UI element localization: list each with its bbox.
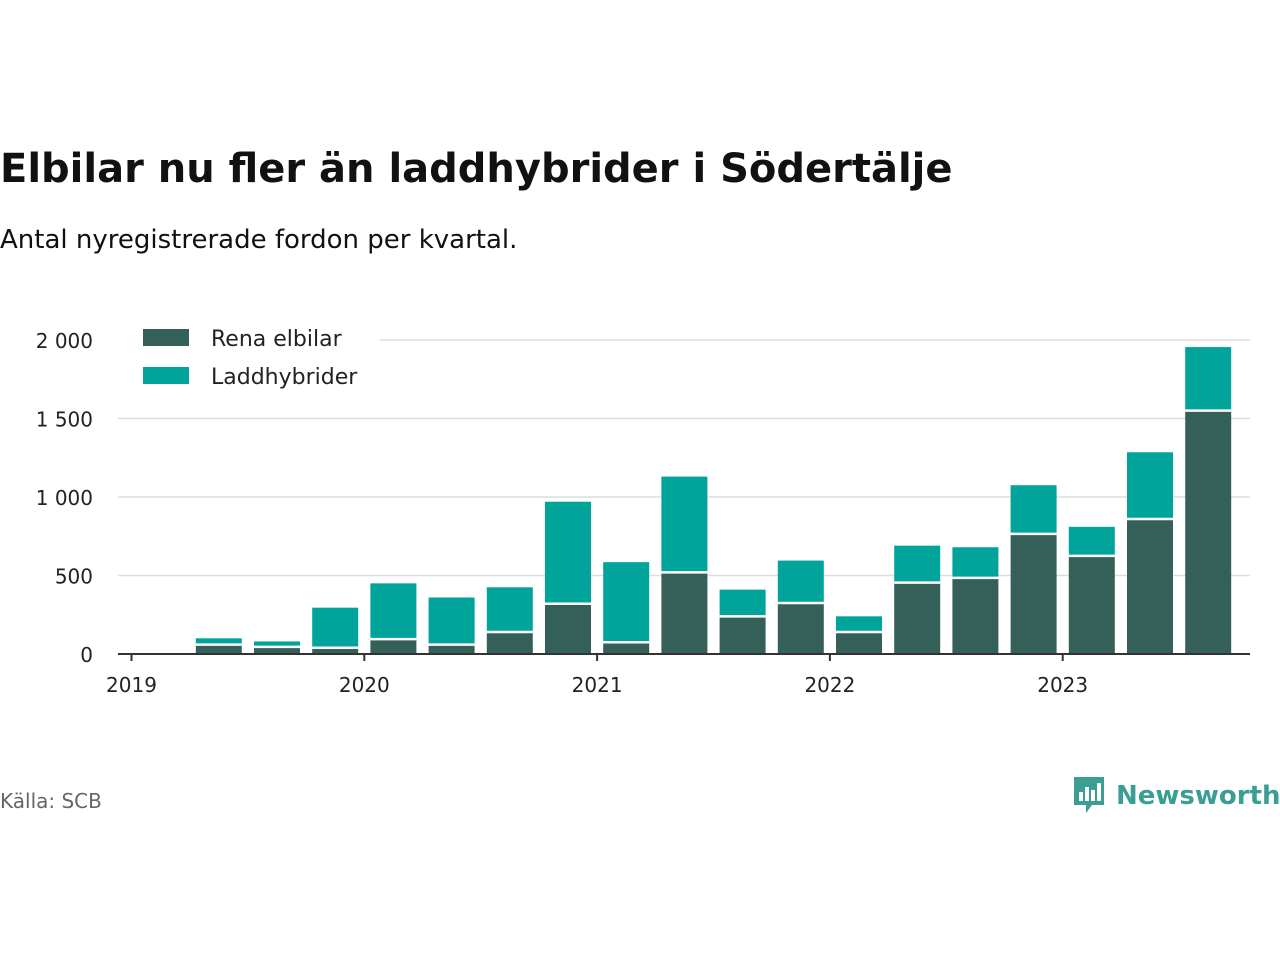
bar-chart-icon bbox=[1074, 777, 1104, 813]
bar-laddhybrider bbox=[545, 501, 591, 604]
bar-laddhybrider bbox=[1127, 452, 1173, 519]
bar-laddhybrider bbox=[777, 560, 824, 603]
x-tick-label: 2020 bbox=[339, 673, 390, 697]
stacked-bar-chart: 0 500 1 000 1 500 2 000 2019 2020 2021 2022 2023… bbox=[36, 327, 1250, 697]
legend-swatch-laddhybrider bbox=[143, 367, 189, 384]
bar-laddhybrider bbox=[312, 607, 359, 648]
y-tick-label: 500 bbox=[55, 565, 93, 589]
bar-rena-elbilar bbox=[719, 616, 766, 654]
bar-rena-elbilar bbox=[312, 647, 359, 654]
x-tick-label: 2021 bbox=[572, 673, 623, 697]
bar-rena-elbilar bbox=[894, 582, 941, 654]
bar-laddhybrider bbox=[1185, 347, 1232, 411]
bar-rena-elbilar bbox=[661, 572, 708, 654]
bar-rena-elbilar bbox=[1068, 555, 1115, 654]
x-axis: 2019 2020 2021 2022 2023 bbox=[106, 653, 1250, 697]
legend-swatch-rena-elbilar bbox=[143, 329, 189, 346]
legend: Rena elbilar Laddhybrider bbox=[143, 327, 358, 390]
y-tick-label: 0 bbox=[80, 643, 93, 667]
bar-rena-elbilar bbox=[195, 644, 242, 654]
brand-name: Newsworthy bbox=[1116, 781, 1280, 811]
y-tick-label: 1 500 bbox=[36, 408, 93, 432]
legend-label-rena-elbilar: Rena elbilar bbox=[211, 327, 343, 352]
bar-laddhybrider bbox=[719, 589, 766, 617]
source-note: Källa: SCB bbox=[0, 789, 102, 813]
bar-rena-elbilar bbox=[254, 646, 300, 654]
bars bbox=[195, 347, 1232, 654]
bar-rena-elbilar bbox=[486, 632, 533, 654]
bar-rena-elbilar bbox=[1010, 533, 1057, 654]
y-axis-labels: 0 500 1 000 1 500 2 000 bbox=[36, 329, 93, 667]
bar-laddhybrider bbox=[952, 547, 999, 578]
chart-title: Elbilar nu fler än laddhybrider i Södert… bbox=[0, 146, 953, 192]
bar-laddhybrider bbox=[254, 641, 300, 647]
x-tick-label: 2023 bbox=[1037, 673, 1088, 697]
bar-laddhybrider bbox=[370, 583, 417, 640]
bar-laddhybrider bbox=[836, 616, 882, 633]
bar-laddhybrider bbox=[428, 597, 475, 645]
chart-subtitle: Antal nyregistrerade fordon per kvartal. bbox=[0, 225, 518, 255]
newsworthy-logo[interactable]: Newsworthy bbox=[1072, 775, 1280, 817]
bar-rena-elbilar bbox=[777, 602, 824, 654]
bar-laddhybrider bbox=[1068, 526, 1115, 556]
bar-laddhybrider bbox=[603, 562, 650, 643]
bar-rena-elbilar bbox=[1127, 518, 1173, 654]
y-tick-label: 2 000 bbox=[36, 329, 93, 353]
bar-rena-elbilar bbox=[428, 644, 475, 654]
x-tick-label: 2019 bbox=[106, 673, 157, 697]
legend-label-laddhybrider: Laddhybrider bbox=[211, 365, 358, 390]
bar-rena-elbilar bbox=[603, 642, 650, 654]
x-tick-label: 2022 bbox=[804, 673, 855, 697]
bar-rena-elbilar bbox=[545, 603, 591, 654]
y-tick-label: 1 000 bbox=[36, 486, 93, 510]
bar-rena-elbilar bbox=[836, 632, 882, 654]
bar-rena-elbilar bbox=[1185, 410, 1232, 654]
bar-laddhybrider bbox=[661, 476, 708, 573]
bar-laddhybrider bbox=[1010, 485, 1057, 534]
bar-laddhybrider bbox=[486, 587, 533, 633]
bar-rena-elbilar bbox=[952, 577, 999, 654]
bar-rena-elbilar bbox=[370, 639, 417, 654]
bar-laddhybrider bbox=[195, 638, 242, 645]
bar-laddhybrider bbox=[894, 545, 941, 583]
